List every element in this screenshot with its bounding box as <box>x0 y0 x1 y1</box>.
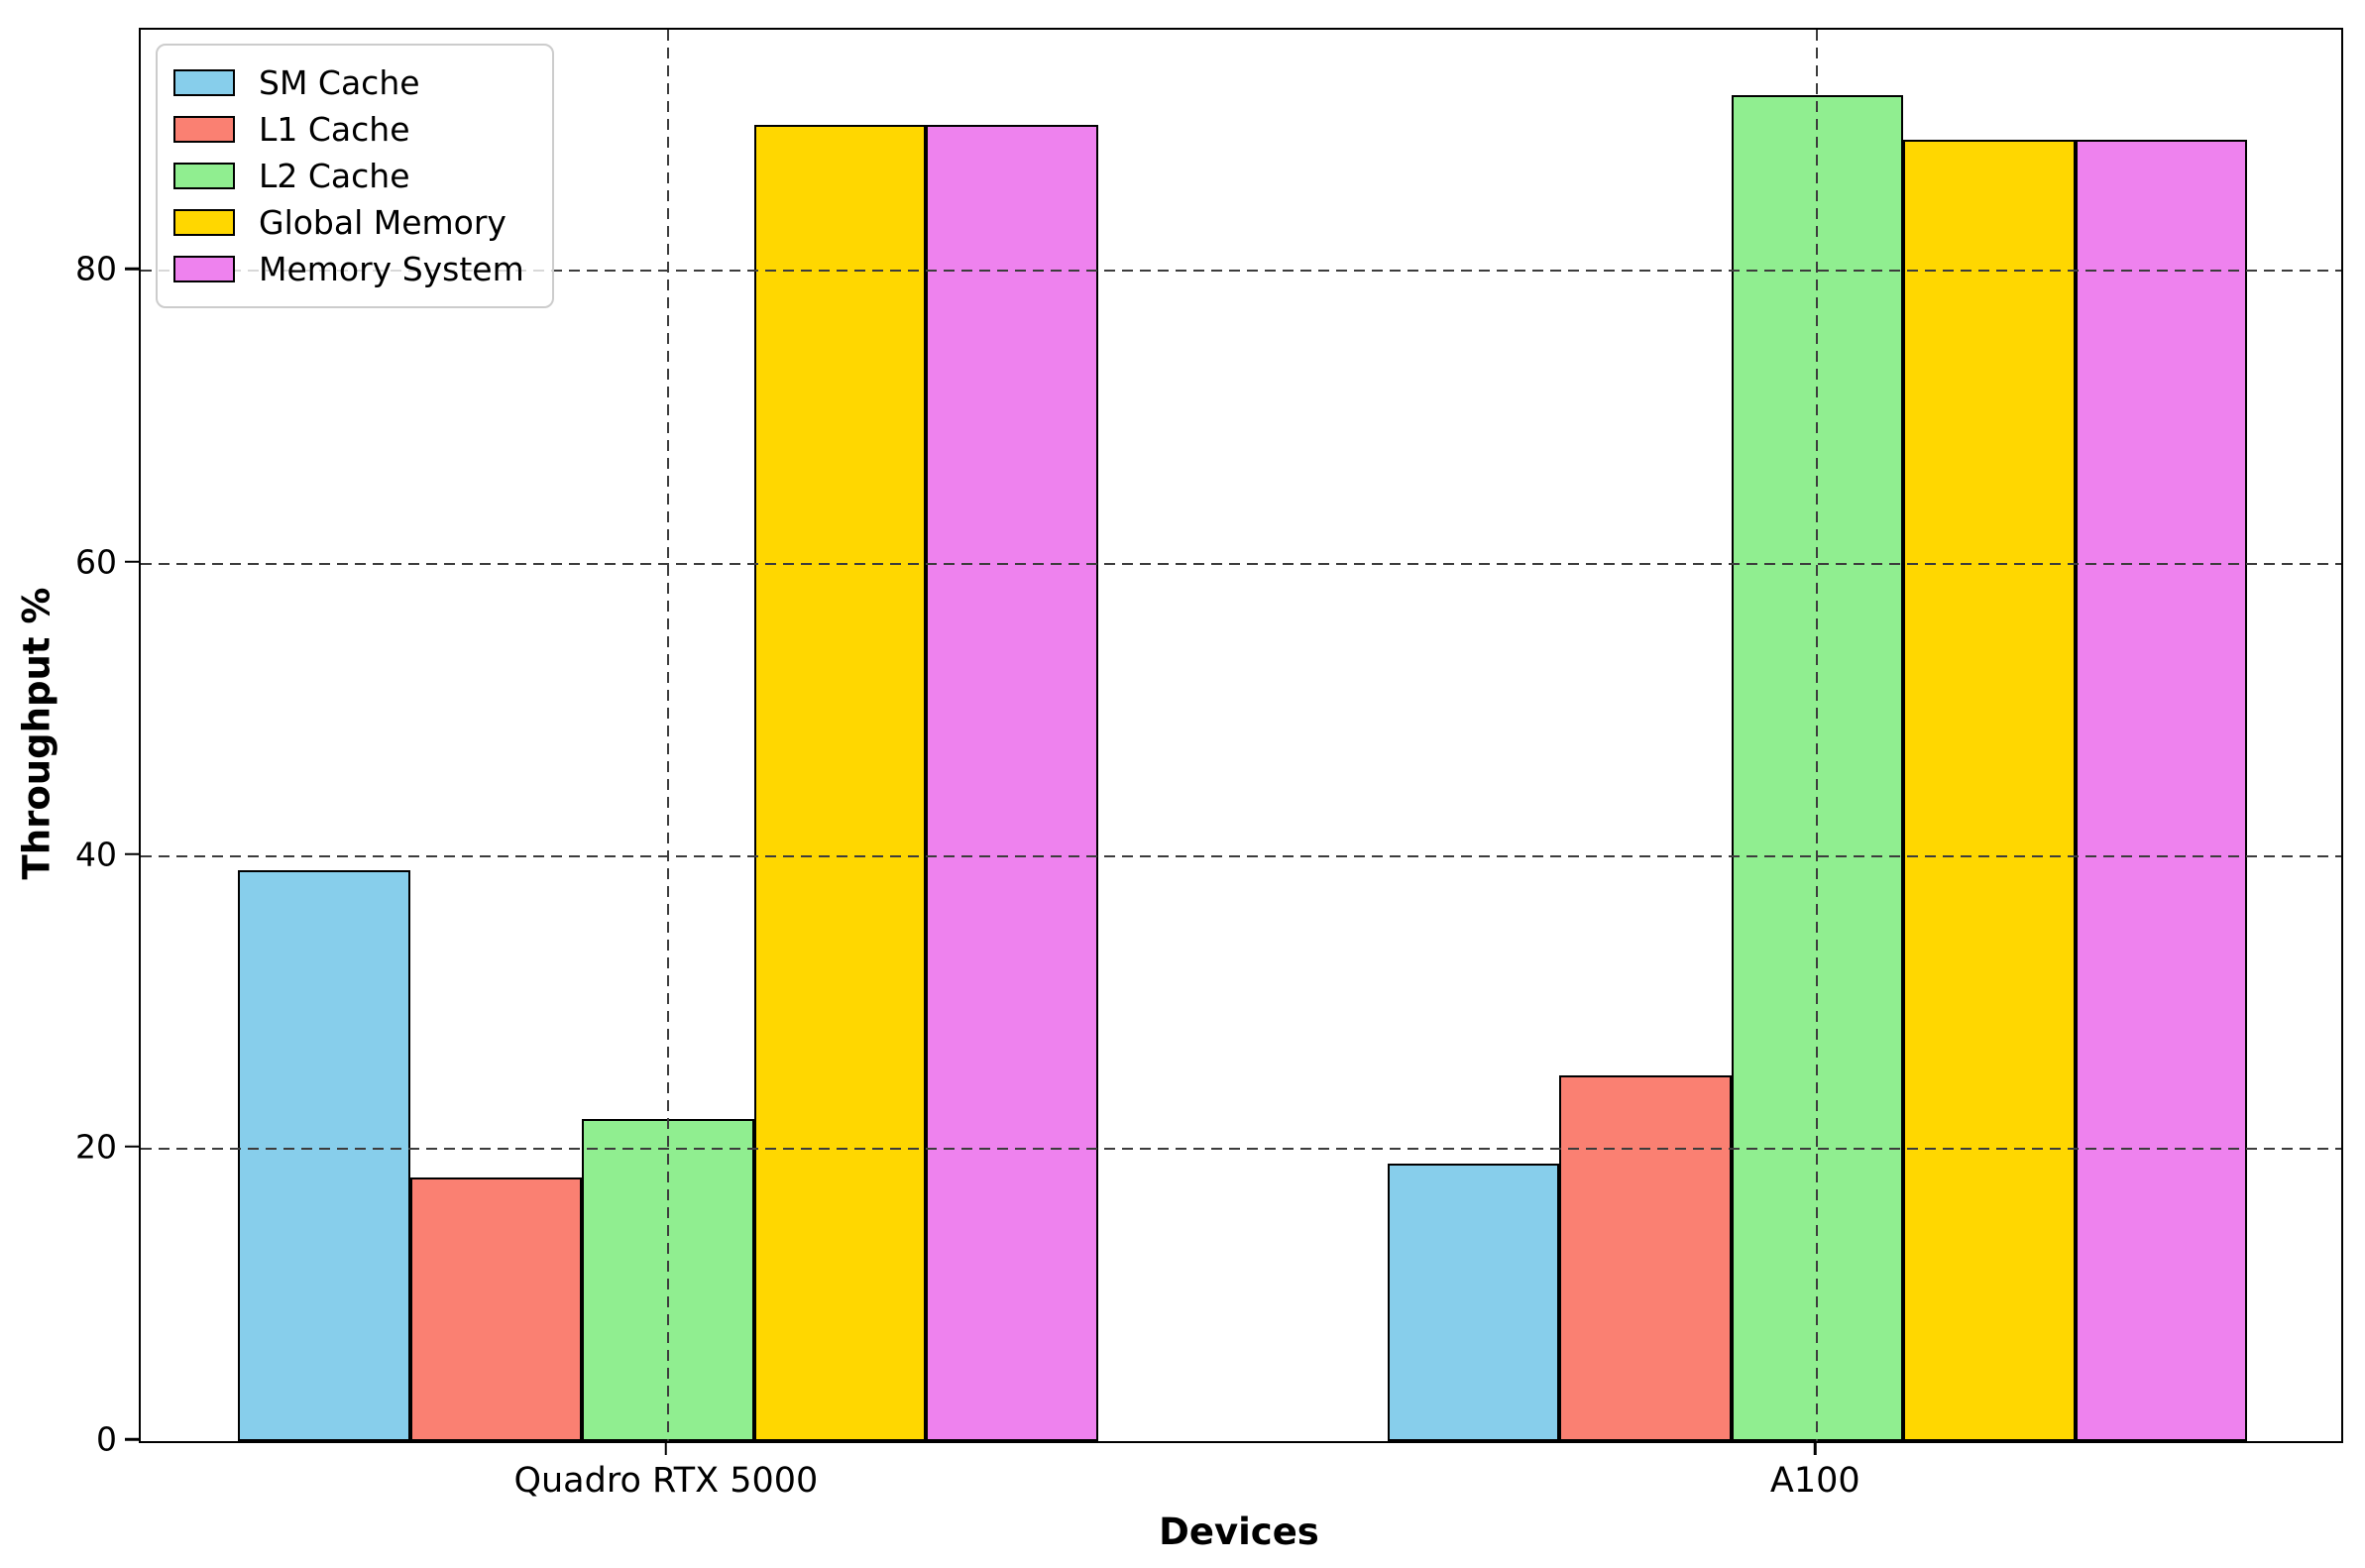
x-axis-label: Devices <box>1159 1511 1319 1553</box>
y-tick-label-0: 0 <box>96 1419 117 1459</box>
bars-layer <box>141 30 2341 1441</box>
legend-entry-global-memory: Global Memory <box>173 199 524 246</box>
bar-l1-cache-quadro-rtx-5000 <box>409 1177 583 1441</box>
legend-label-global-memory: Global Memory <box>259 203 507 242</box>
bar-memory-system-a100 <box>2075 139 2248 1441</box>
x-tick-label-quadro-rtx-5000: Quadro RTX 5000 <box>513 1461 819 1501</box>
x-tick-mark-quadro-rtx-5000 <box>664 1441 668 1455</box>
legend-swatch-sm-cache <box>173 69 235 96</box>
y-tick-label-40: 40 <box>75 835 117 874</box>
legend-label-l1-cache: L1 Cache <box>259 110 410 149</box>
x-tick-label-a100: A100 <box>1769 1461 1860 1501</box>
bar-l2-cache-quadro-rtx-5000 <box>582 1119 754 1441</box>
bar-sm-cache-quadro-rtx-5000 <box>238 870 410 1441</box>
legend: SM Cache L1 Cache L2 Cache Global Memory Mem… <box>156 44 554 308</box>
y-tick-label-20: 20 <box>75 1127 117 1167</box>
bar-global-memory-a100 <box>1903 139 2076 1441</box>
y-tick-mark-0 <box>125 1437 139 1441</box>
y-tick-label-60: 60 <box>75 542 117 582</box>
legend-label-sm-cache: SM Cache <box>259 63 420 102</box>
x-tick-mark-a100 <box>1814 1441 1817 1455</box>
y-tick-mark-60 <box>125 560 139 563</box>
bar-memory-system-quadro-rtx-5000 <box>926 124 1098 1441</box>
y-tick-mark-40 <box>125 852 139 855</box>
legend-label-memory-system: Memory System <box>259 250 524 288</box>
legend-entry-memory-system: Memory System <box>173 246 524 292</box>
plot-area: SM Cache L1 Cache L2 Cache Global Memory Mem… <box>139 28 2343 1443</box>
y-tick-mark-20 <box>125 1145 139 1149</box>
legend-swatch-global-memory <box>173 209 235 236</box>
bar-global-memory-quadro-rtx-5000 <box>753 124 927 1441</box>
legend-entry-l1-cache: L1 Cache <box>173 106 524 153</box>
bar-sm-cache-a100 <box>1387 1163 1560 1441</box>
legend-entry-l2-cache: L2 Cache <box>173 153 524 199</box>
bar-l1-cache-a100 <box>1559 1075 1732 1441</box>
legend-swatch-memory-system <box>173 256 235 282</box>
legend-swatch-l2-cache <box>173 163 235 189</box>
legend-entry-sm-cache: SM Cache <box>173 59 524 106</box>
legend-label-l2-cache: L2 Cache <box>259 157 410 195</box>
y-tick-mark-80 <box>125 268 139 271</box>
y-tick-label-80: 80 <box>75 249 117 288</box>
bar-l2-cache-a100 <box>1731 95 1904 1441</box>
legend-swatch-l1-cache <box>173 116 235 143</box>
